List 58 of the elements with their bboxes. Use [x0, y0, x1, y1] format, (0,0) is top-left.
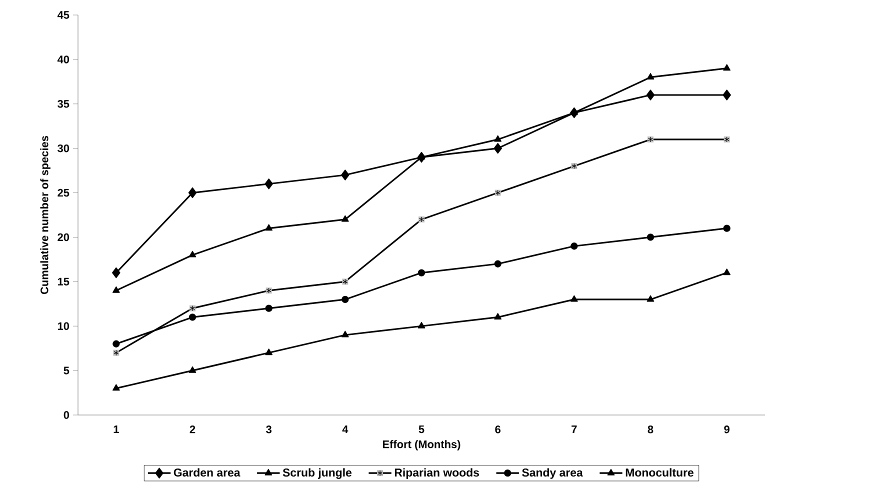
- point: [723, 224, 730, 232]
- point: [112, 384, 120, 391]
- legend-label: Scrub jungle: [282, 468, 352, 479]
- point: [570, 242, 578, 250]
- y-axis-title: Cumulative number of species: [40, 136, 50, 294]
- point: [188, 314, 196, 321]
- legend-label: Riparian woods: [394, 468, 480, 479]
- x-tick-label: 5: [418, 426, 424, 434]
- y-tick-label: 0: [64, 411, 70, 419]
- y-tick-label: 10: [58, 322, 70, 330]
- point: [646, 234, 654, 241]
- y-tick-label: 15: [58, 278, 70, 286]
- y-tick-label: 40: [57, 56, 70, 64]
- point: [341, 170, 350, 180]
- point: [112, 340, 120, 348]
- x-tick-label: 7: [572, 426, 577, 434]
- point: [494, 135, 502, 142]
- point: [188, 366, 196, 373]
- point: [418, 322, 426, 328]
- legend-label: Monoculture: [626, 468, 694, 477]
- point: [646, 90, 655, 100]
- x-tick-label: 2: [190, 426, 196, 434]
- legend-label: Sandy area: [522, 468, 583, 479]
- point: [723, 64, 731, 71]
- y-tick-label: 5: [64, 366, 70, 374]
- x-tick-label: 9: [724, 426, 730, 434]
- point: [341, 330, 349, 338]
- point: [265, 304, 272, 312]
- x-tick-label: 6: [495, 426, 500, 434]
- point: [188, 187, 197, 198]
- point: [722, 90, 731, 100]
- point: [265, 348, 273, 356]
- point: [188, 250, 196, 258]
- point: [265, 224, 273, 231]
- point: [112, 267, 120, 278]
- point: [264, 178, 273, 190]
- x-tick-label: 8: [648, 426, 654, 434]
- y-tick-label: 35: [58, 100, 70, 108]
- point: [418, 269, 426, 276]
- legend-label: Garden area: [174, 468, 240, 477]
- y-tick-label: 25: [58, 188, 70, 197]
- point: [570, 295, 578, 302]
- point: [341, 215, 349, 222]
- y-tick-label: 30: [58, 144, 70, 152]
- point: [112, 286, 120, 293]
- x-tick-label: 1: [114, 426, 119, 434]
- point: [494, 313, 502, 320]
- point: [646, 73, 654, 80]
- point: [723, 268, 731, 276]
- x-tick-label: 4: [342, 426, 348, 434]
- point: [494, 142, 502, 154]
- x-tick-label: 3: [266, 426, 272, 434]
- point: [646, 295, 654, 302]
- x-axis-title: Effort (Months): [382, 440, 460, 450]
- y-tick-label: 20: [58, 233, 70, 242]
- point: [342, 296, 349, 304]
- point: [494, 260, 502, 268]
- y-tick-label: 45: [57, 11, 70, 19]
